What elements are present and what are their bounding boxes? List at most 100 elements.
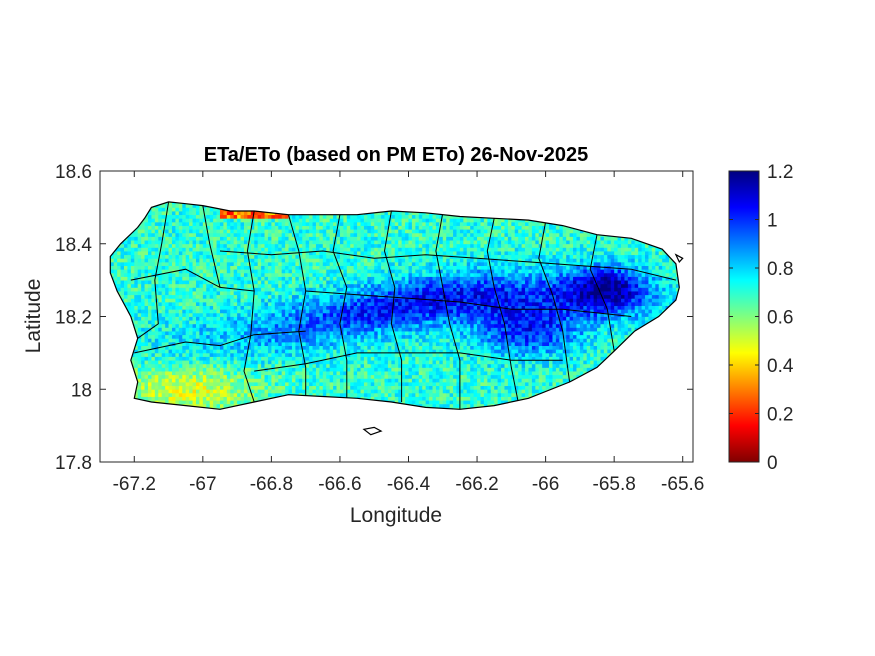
field-cell — [199, 396, 204, 401]
field-cell — [213, 403, 217, 408]
field-cell — [175, 378, 180, 383]
field-cell — [583, 323, 588, 328]
field-cell — [302, 349, 307, 354]
field-cell — [192, 367, 197, 372]
field-cell — [243, 392, 248, 397]
field-cell — [357, 341, 361, 346]
field-cell — [470, 356, 475, 361]
field-cell — [302, 360, 307, 365]
field-cell — [226, 305, 231, 310]
field-cell — [566, 327, 570, 332]
field-cell — [610, 345, 615, 350]
field-cell — [195, 371, 200, 376]
field-cell — [254, 367, 259, 372]
field-cell — [182, 327, 187, 332]
field-cell — [535, 345, 540, 350]
field-cell — [295, 378, 300, 383]
field-cell — [418, 389, 423, 394]
field-cell — [237, 363, 241, 368]
field-cell — [415, 312, 420, 317]
field-cell — [593, 334, 598, 339]
field-cell — [514, 378, 519, 383]
field-cell — [315, 316, 320, 321]
field-cell — [240, 312, 245, 317]
field-cell — [590, 363, 594, 368]
field-cell — [559, 381, 564, 387]
field-cell — [631, 309, 636, 314]
field-cell — [360, 385, 365, 390]
field-cell — [233, 345, 238, 350]
field-cell — [343, 331, 348, 336]
field-cell — [209, 309, 214, 314]
field-cell — [586, 356, 591, 361]
field-cell — [374, 341, 379, 346]
field-cell — [195, 316, 200, 321]
field-cell — [213, 331, 217, 336]
field-cell — [466, 349, 471, 354]
field-cell — [394, 349, 399, 354]
field-cell — [158, 400, 163, 405]
field-cell — [501, 331, 505, 336]
field-cell — [600, 341, 605, 346]
field-cell — [257, 356, 262, 361]
field-cell — [545, 309, 550, 314]
field-cell — [384, 385, 389, 390]
field-cell — [549, 334, 553, 339]
field-cell — [415, 338, 420, 343]
field-cell — [439, 403, 444, 408]
field-cell — [408, 356, 413, 361]
field-cell — [137, 363, 142, 368]
field-cell — [154, 356, 159, 361]
field-cell — [202, 371, 207, 376]
field-cell — [154, 389, 159, 394]
field-cell — [322, 352, 327, 357]
field-cell — [261, 381, 265, 387]
field-cell — [459, 374, 464, 379]
field-cell — [528, 392, 533, 397]
field-cell — [490, 374, 495, 379]
field-cell — [432, 371, 437, 376]
field-cell — [240, 316, 245, 321]
field-cell — [381, 396, 385, 401]
field-cell — [281, 374, 286, 379]
field-cell — [617, 323, 622, 328]
field-cell — [185, 327, 190, 332]
field-cell — [216, 331, 221, 336]
field-cell — [202, 312, 207, 317]
field-cell — [315, 312, 320, 317]
field-cell — [309, 320, 313, 325]
field-cell — [384, 360, 389, 365]
field-cell — [285, 360, 289, 365]
field-cell — [449, 396, 454, 401]
field-cell — [134, 363, 139, 368]
field-cell — [302, 389, 307, 394]
field-cell — [607, 352, 612, 357]
field-cell — [511, 356, 516, 361]
field-cell — [326, 378, 331, 383]
field-cell — [494, 331, 499, 336]
field-cell — [267, 312, 272, 317]
field-cell — [446, 360, 451, 365]
field-cell — [398, 320, 403, 325]
field-cell — [350, 356, 355, 361]
field-cell — [312, 309, 317, 314]
field-cell — [209, 331, 214, 336]
field-cell — [456, 320, 461, 325]
field-cell — [147, 320, 152, 325]
field-cell — [374, 316, 379, 321]
field-cell — [439, 323, 444, 328]
field-cell — [621, 334, 625, 339]
field-cell — [322, 371, 327, 376]
field-cell — [549, 316, 553, 321]
field-cell — [233, 378, 238, 383]
field-cell — [271, 349, 276, 354]
field-cell — [302, 327, 307, 332]
field-cell — [518, 374, 523, 379]
field-cell — [470, 378, 475, 383]
field-cell — [175, 334, 180, 339]
field-cell — [154, 371, 159, 376]
field-cell — [147, 374, 152, 379]
field-cell — [429, 378, 433, 383]
field-cell — [147, 396, 152, 401]
field-cell — [182, 371, 187, 376]
